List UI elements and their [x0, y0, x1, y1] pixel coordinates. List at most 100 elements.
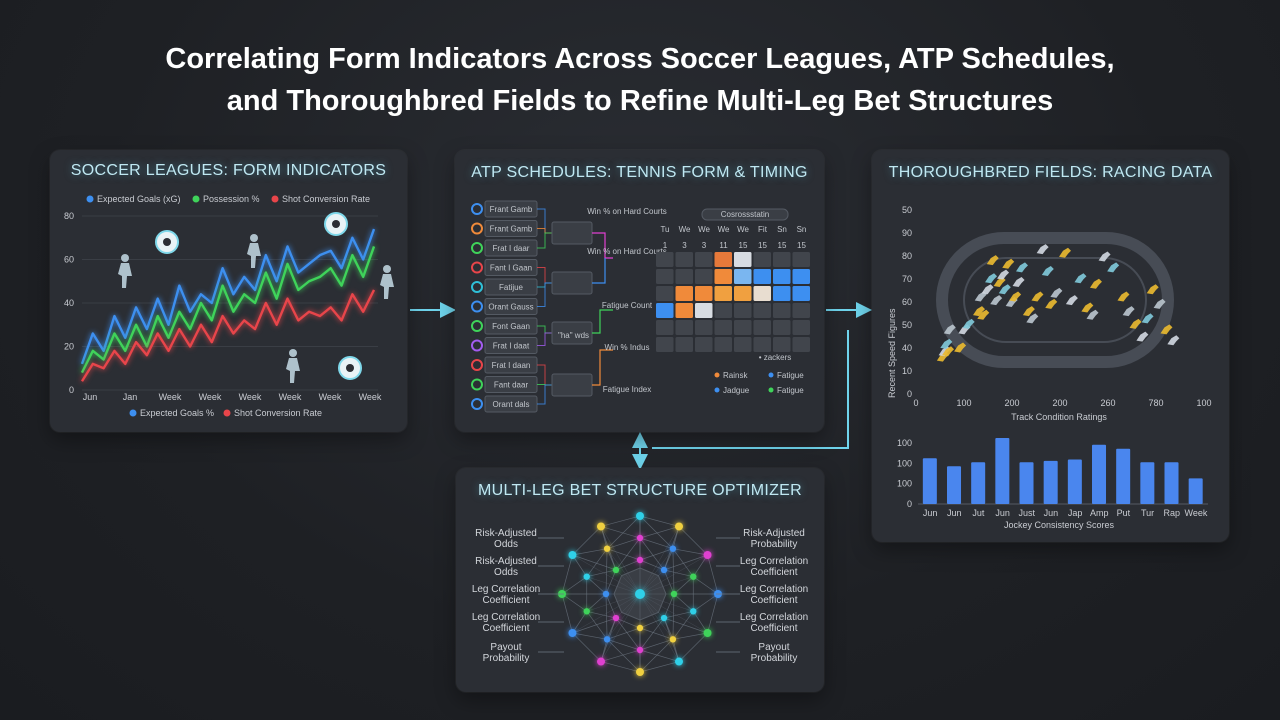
optimizer-edge [586, 610, 617, 619]
jockey-bar [1067, 459, 1082, 504]
soccer-player-icon-3 [286, 349, 300, 383]
optimizer-edge [605, 593, 608, 640]
bracket-connector [537, 232, 552, 249]
optimizer-right-label: Leg Correlation [740, 584, 808, 595]
page-title-line-1: Correlating Form Indicators Across Socce… [165, 43, 1115, 75]
bracket-round2-box-1 [551, 221, 593, 245]
calendar-cell [656, 252, 674, 267]
atp-panel: ATP SCHEDULES: TENNIS FORM & TIMING Fran… [455, 150, 824, 432]
optimizer-node [603, 545, 611, 552]
optimizer-left-label: Probability [483, 653, 530, 664]
jockey-bar [922, 458, 937, 504]
calendar-cell [714, 320, 732, 335]
bracket-connector [537, 267, 552, 284]
scatter-x-tick: 200 [1004, 398, 1019, 408]
atp-legend-dot [714, 387, 720, 393]
jockey-bar [1188, 478, 1203, 504]
soccer-x-tick: Week [239, 392, 262, 402]
soccer-x-tick: Week [199, 392, 222, 402]
scatter-x-tick: 260 [1100, 398, 1115, 408]
scatter-point-horse-icon [985, 273, 998, 284]
optimizer-edge [663, 617, 708, 634]
optimizer-spoke [606, 548, 641, 595]
scatter-point-horse-icon [1026, 313, 1039, 324]
bracket-ring-icon [471, 378, 483, 391]
bracket-ring-icon [471, 359, 483, 371]
scatter-points [936, 244, 1180, 362]
optimizer-left-label: Risk-Adjusted [475, 556, 537, 567]
side-label-fatigue-index: Fatigue Index [603, 385, 651, 394]
soccer-y-ticks: 80 60 40 20 0 [64, 211, 74, 395]
bar-x-tick: Jun [923, 508, 938, 518]
jockey-bar-chart: 100 100 100 0 Jun Jun Jut Jun Just Jun Jap Amp Put Tu… [897, 438, 1208, 518]
bar-x-tick: Put [1117, 508, 1131, 518]
optimizer-spoke [639, 593, 674, 640]
optimizer-edge [606, 627, 641, 640]
calendar-day-header: We [718, 225, 730, 234]
optimizer-edge [673, 576, 694, 595]
scatter-point-horse-icon [1002, 258, 1015, 269]
scatter-point-horse-icon [1059, 247, 1071, 258]
scatter-point-horse-icon [977, 309, 990, 320]
scatter-point-horse-icon [943, 324, 956, 335]
bracket-label: Frat I daat [493, 342, 530, 351]
calendar-cell [675, 286, 693, 301]
legend-possession: Possession % [203, 194, 260, 204]
optimizer-edge [639, 537, 665, 571]
optimizer-spoke [615, 569, 641, 595]
calendar-cell [714, 303, 732, 318]
soccer-y-tick: 40 [64, 298, 74, 308]
calendar-day-header: Sn [797, 225, 807, 234]
atp-panel-title: ATP SCHEDULES: TENNIS FORM & TIMING [471, 164, 808, 181]
optimizer-node [670, 590, 678, 598]
optimizer-node [568, 551, 577, 559]
optimizer-node [703, 551, 712, 559]
optimizer-edge [672, 632, 708, 640]
bracket-label: Fant I Gaan [490, 264, 532, 273]
bracket-ring-icon [471, 398, 483, 410]
calendar-cell [656, 337, 674, 352]
bar-y-tick: 0 [907, 499, 912, 509]
calendar-cell [734, 286, 752, 301]
optimizer-spoke [639, 593, 694, 612]
side-label-win-indus: Win % Indus [605, 343, 650, 352]
scatter-point-horse-icon [1065, 295, 1078, 306]
optimizer-left-label: Odds [494, 539, 518, 550]
bar-x-tick: Amp [1090, 508, 1109, 518]
scatter-point-horse-icon [1107, 262, 1120, 273]
optimizer-spoke [600, 526, 641, 595]
calendar-date: 11 [719, 241, 728, 250]
optimizer-edge [586, 593, 607, 612]
optimizer-edge [561, 593, 573, 634]
calendar-cell [656, 320, 674, 335]
optimizer-node [636, 512, 644, 520]
optimizer-edge [663, 554, 708, 571]
optimizer-edge [639, 537, 674, 550]
optimizer-edge [639, 526, 680, 539]
optimizer-edge [572, 554, 588, 577]
scatter-point-horse-icon [998, 284, 1011, 295]
optimizer-edge [600, 661, 641, 673]
jockey-bar [971, 462, 986, 504]
optimizer-edge [672, 548, 694, 577]
soccer-ball-icon-2 [324, 212, 348, 236]
calendar-cell [773, 303, 791, 318]
soccer-player-icon [118, 254, 132, 288]
calendar-cell [792, 303, 810, 318]
calendar-cell [734, 303, 752, 318]
scatter-point-horse-icon [1016, 262, 1028, 273]
jockey-bar [947, 466, 962, 504]
optimizer-edge [663, 569, 694, 578]
calendar-cell [753, 269, 771, 284]
bracket-connector [537, 332, 552, 346]
calendar-date: 1 [663, 241, 668, 250]
bracket-label: Font Gaan [492, 322, 530, 331]
optimizer-edge [572, 554, 617, 571]
atp-bracket: Frant Gamb Frant Gamb Frat I daar Fant I Ga… [471, 200, 552, 413]
optimizer-spoke [639, 526, 680, 595]
optimizer-edge [605, 569, 617, 595]
optimizer-left-label: Leg Correlation [472, 612, 540, 623]
optimizer-node [636, 624, 644, 632]
optimizer-edge [606, 617, 617, 640]
